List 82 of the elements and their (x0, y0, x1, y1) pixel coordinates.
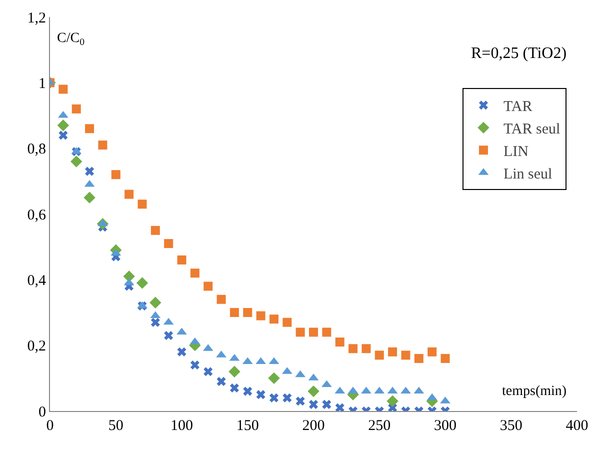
legend-label: Lin seul (503, 166, 552, 183)
point (414, 354, 424, 363)
point (388, 347, 398, 356)
x-axis-title: temps(min) (502, 384, 567, 399)
point (204, 282, 213, 291)
point (111, 170, 120, 180)
point (243, 386, 252, 396)
point (335, 338, 344, 347)
point (58, 130, 68, 140)
x-tick-label: 200 (302, 418, 325, 434)
point (85, 124, 94, 134)
point (84, 192, 96, 204)
point (400, 386, 411, 394)
point (440, 354, 450, 363)
x-tick-label: 50 (108, 418, 124, 434)
point (138, 200, 147, 209)
legend-label: TAR (503, 99, 532, 116)
y-tick-label: 0,8 (27, 142, 46, 158)
point (268, 372, 280, 384)
point (150, 318, 160, 327)
point (322, 328, 332, 337)
point (335, 403, 344, 411)
point (322, 400, 332, 409)
legend-label: LIN (503, 144, 529, 160)
point (150, 296, 162, 308)
point (282, 318, 292, 327)
point (204, 367, 213, 376)
point (230, 384, 239, 393)
x-tick-label: 350 (500, 418, 522, 434)
point (216, 376, 226, 386)
legend-label: TAR seul (503, 122, 560, 138)
point (98, 219, 108, 226)
point (296, 396, 305, 406)
point (386, 395, 398, 407)
y-tick-label: 1,2 (27, 10, 46, 26)
y-axis-title: C/C$_{0}$ (57, 31, 85, 48)
point (308, 400, 318, 409)
y-tick-label: 0 (38, 404, 46, 420)
point (374, 350, 384, 360)
point (123, 270, 135, 282)
y-tick-label: 0,2 (27, 338, 46, 355)
point (98, 140, 108, 150)
point (190, 268, 200, 278)
point (256, 311, 266, 320)
point (72, 104, 81, 114)
point (282, 393, 292, 402)
point (164, 239, 174, 248)
point (70, 156, 82, 168)
point (58, 84, 68, 94)
y-tick-label: 0,6 (27, 207, 46, 224)
x-tick-label: 100 (170, 418, 193, 434)
point (361, 386, 372, 394)
point (177, 255, 186, 264)
point (243, 308, 252, 317)
point (136, 277, 148, 289)
point (124, 190, 134, 199)
x-tick-label: 300 (434, 418, 456, 434)
point (164, 330, 174, 340)
point (150, 226, 160, 235)
point (256, 390, 266, 400)
point (348, 344, 358, 354)
y-tick-label: 0,4 (27, 272, 46, 289)
point (309, 328, 318, 337)
point (190, 360, 200, 370)
point (230, 308, 239, 317)
point (401, 350, 410, 360)
annotation: R=0,25 (TiO2) (471, 45, 567, 62)
point (308, 385, 320, 398)
point (216, 294, 226, 304)
point (177, 347, 186, 356)
point (296, 328, 305, 337)
point (85, 166, 94, 176)
point (57, 120, 70, 132)
y-tick-label: 1 (38, 76, 46, 92)
x-tick-label: 400 (566, 418, 588, 434)
x-tick-label: 150 (236, 418, 259, 434)
point (269, 393, 278, 402)
point (362, 344, 371, 354)
point (228, 366, 240, 378)
point (269, 314, 278, 324)
point (428, 347, 437, 356)
x-tick-label: 250 (368, 418, 391, 434)
